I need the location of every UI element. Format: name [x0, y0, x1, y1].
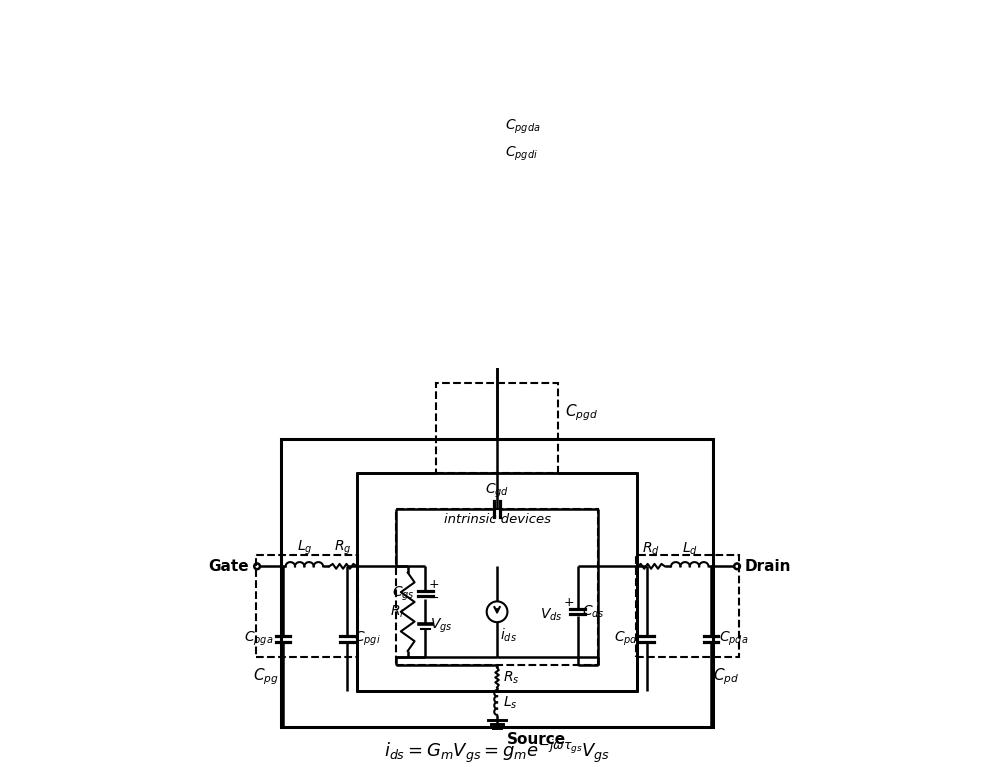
Text: Source: Source: [506, 732, 566, 746]
Text: $C_{pgdi}$: $C_{pgdi}$: [505, 144, 538, 163]
Bar: [436, 383, 558, 472]
Text: $C_{gs}$: $C_{gs}$: [392, 584, 415, 603]
Text: $C_{pdi}$: $C_{pdi}$: [614, 630, 640, 648]
Text: $+$: $+$: [428, 578, 440, 591]
Text: $L_d$: $L_d$: [682, 541, 698, 557]
Text: Drain: Drain: [745, 559, 791, 574]
Text: $C_{ds}$: $C_{ds}$: [582, 604, 604, 620]
Text: $C_{pg}$: $C_{pg}$: [253, 667, 279, 687]
Text: $C_{pgda}$: $C_{pgda}$: [505, 117, 540, 136]
Text: $L_s$: $L_s$: [503, 694, 518, 710]
Text: $+$: $+$: [563, 596, 574, 609]
Text: $C_{pd}$: $C_{pd}$: [713, 667, 740, 687]
Text: $i_{ds}$: $i_{ds}$: [500, 627, 517, 644]
Bar: [281, 439, 713, 727]
Text: $i_{ds} = G_m V_{gs} = g_m e^{-j\omega\tau_{gs}} V_{gs}$: $i_{ds} = G_m V_{gs} = g_m e^{-j\omega\t…: [384, 738, 610, 765]
Bar: [357, 472, 637, 691]
Text: $C_{pgi}$: $C_{pgi}$: [354, 630, 380, 648]
Text: $R_s$: $R_s$: [503, 670, 520, 686]
Text: $C_{pda}$: $C_{pda}$: [719, 630, 748, 648]
Text: $V_{gs}$: $V_{gs}$: [430, 616, 452, 634]
Text: $C_{gd}$: $C_{gd}$: [485, 482, 509, 500]
Text: $C_{pga}$: $C_{pga}$: [244, 630, 274, 648]
Text: $R_i$: $R_i$: [390, 604, 405, 620]
Text: $R_d$: $R_d$: [642, 541, 660, 557]
Bar: [256, 555, 358, 657]
Text: intrinsic devices: intrinsic devices: [444, 513, 551, 526]
Text: $R_g$: $R_g$: [334, 538, 352, 557]
Text: $V_{ds}$: $V_{ds}$: [540, 606, 563, 623]
Text: Gate: Gate: [209, 559, 249, 574]
Text: $C_{pgd}$: $C_{pgd}$: [565, 402, 598, 423]
Bar: [396, 509, 598, 665]
Text: $-$: $-$: [428, 591, 440, 604]
Bar: [636, 555, 739, 657]
Text: $L_g$: $L_g$: [297, 538, 312, 557]
